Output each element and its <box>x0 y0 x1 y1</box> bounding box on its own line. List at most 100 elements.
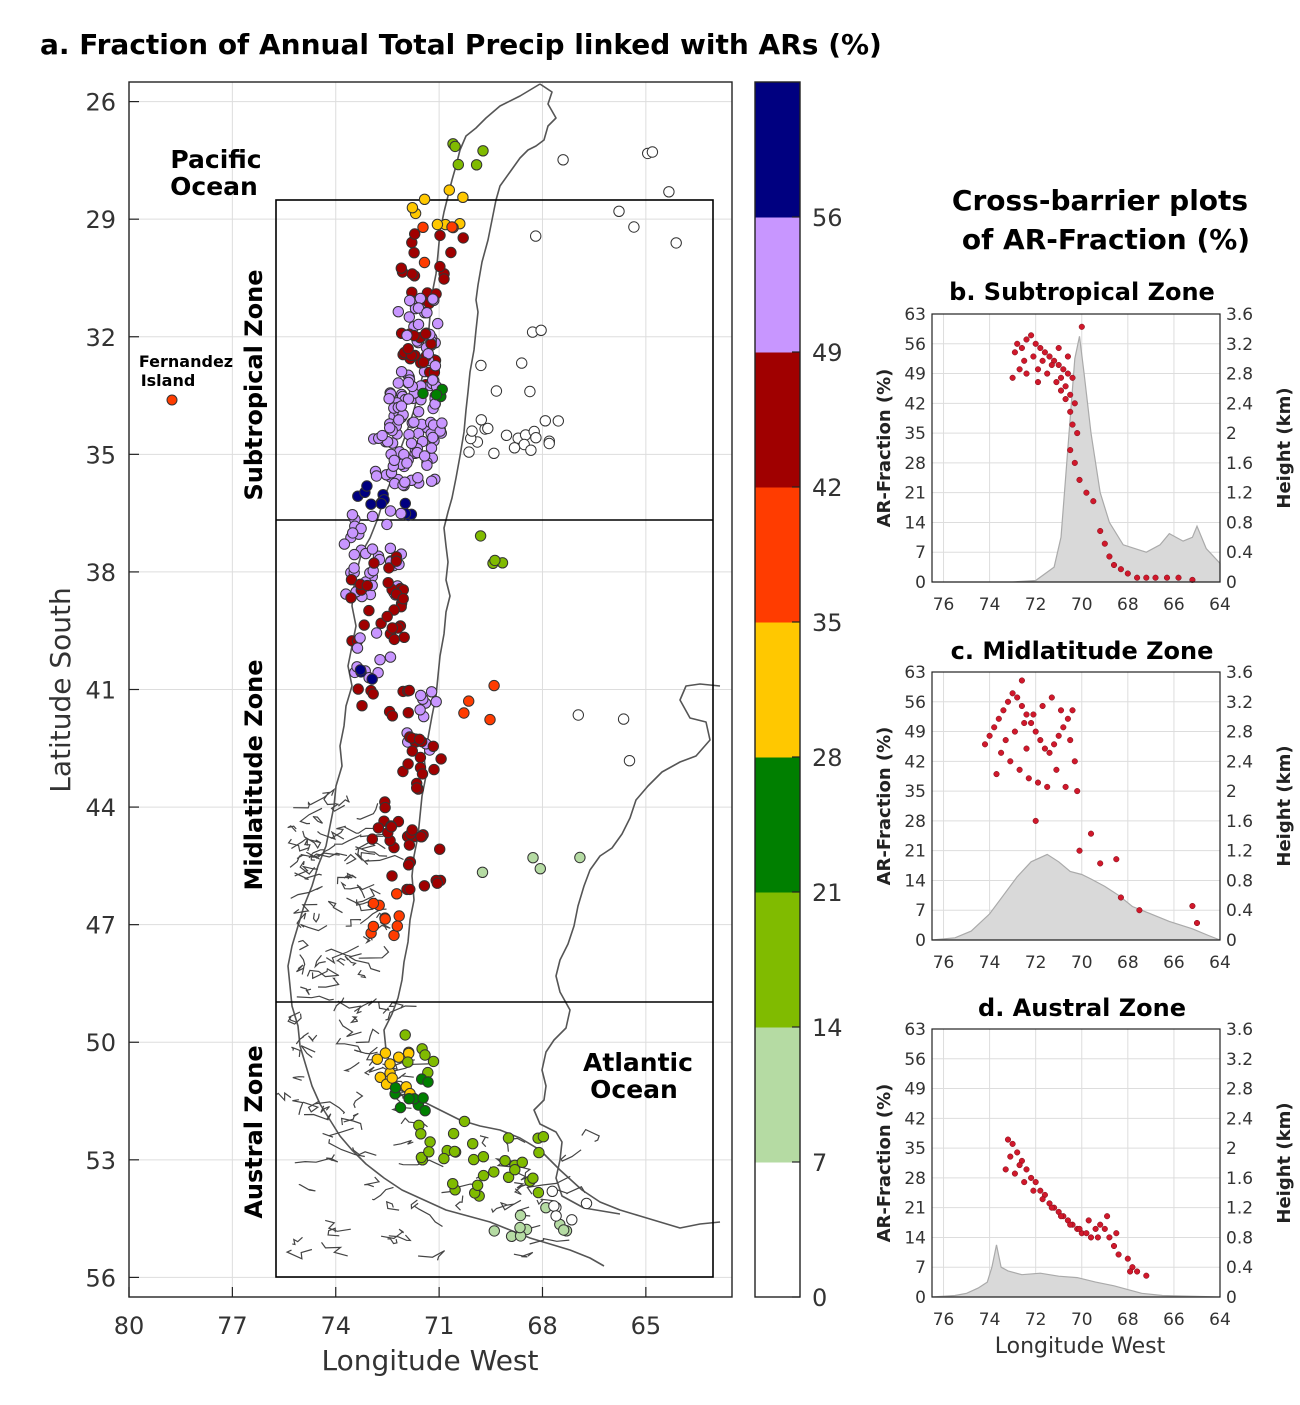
fjord-segment <box>287 1013 302 1025</box>
fjord-segment <box>314 954 326 969</box>
station-marker <box>402 1056 414 1068</box>
station-marker <box>402 859 415 871</box>
ar-fraction-point <box>1048 361 1055 369</box>
station-marker <box>402 707 414 719</box>
station-marker <box>430 389 443 401</box>
station-marker <box>370 627 383 639</box>
ar-fraction-point <box>1113 856 1120 863</box>
fjord-segment <box>276 1091 292 1102</box>
panel-ylabel-right: Height (km) <box>1274 387 1295 508</box>
ar-fraction-point <box>1030 353 1037 360</box>
station-marker <box>499 1155 511 1167</box>
panel-frame <box>931 313 1221 583</box>
station-marker <box>381 610 393 623</box>
fjord-segment <box>418 1250 446 1261</box>
fjord-segment <box>353 1091 364 1109</box>
ar-fraction-point <box>1113 1230 1120 1237</box>
ar-fraction-point <box>995 715 1002 722</box>
ar-fraction-point <box>1055 361 1062 369</box>
fjord-segment <box>372 1186 394 1201</box>
station-marker <box>402 376 415 389</box>
ar-fraction-point <box>1023 336 1030 343</box>
panel-ytick-label: 7 <box>915 901 926 921</box>
station-marker <box>393 414 405 426</box>
station-marker <box>403 839 416 851</box>
map-ytick-label: 50 <box>85 1029 116 1057</box>
fjord-segment <box>526 1175 571 1195</box>
panel-y2tick-label: 1.6 <box>1226 454 1253 474</box>
fjord-segment <box>393 1139 414 1146</box>
station-marker <box>613 205 625 218</box>
colorbar-frame <box>754 81 801 1298</box>
ar-fraction-point <box>1062 783 1069 790</box>
fjord-segment <box>325 948 362 958</box>
ar-fraction-point <box>1152 574 1159 581</box>
station-marker <box>345 592 357 604</box>
station-marker <box>430 696 442 708</box>
ar-fraction-point <box>1030 711 1037 718</box>
ar-fraction-point <box>1062 396 1069 403</box>
ar-fraction-point <box>1007 758 1014 765</box>
panel-y2tick-label: 2.8 <box>1226 723 1253 743</box>
station-marker <box>566 1214 578 1226</box>
station-marker <box>646 146 659 158</box>
pacific-ocean-label-1: Pacific <box>170 145 261 174</box>
station-marker <box>475 359 487 372</box>
station-marker <box>399 1029 411 1041</box>
station-marker <box>574 851 586 864</box>
station-marker <box>537 1131 550 1143</box>
ar-fraction-point <box>1011 728 1018 735</box>
map-ytick-label: 41 <box>85 677 116 705</box>
station-marker <box>348 562 360 574</box>
station-marker <box>412 318 425 331</box>
station-marker <box>420 328 432 340</box>
fjord-segment <box>400 1117 428 1128</box>
colorbar-tick-label: 35 <box>812 609 843 637</box>
fjord-segment <box>312 815 323 824</box>
ar-fraction-point <box>1032 1179 1039 1186</box>
station-marker <box>381 518 393 531</box>
panel-ytick-label: 63 <box>904 1020 926 1040</box>
station-marker <box>580 1197 593 1210</box>
fjord-segment <box>380 1228 404 1240</box>
fjord-segment <box>343 1061 360 1072</box>
ar-fraction-point <box>1032 340 1039 347</box>
fjord-segment <box>357 848 369 866</box>
ar-fraction-point <box>1143 1272 1150 1279</box>
panel-y2tick-label: 1.6 <box>1226 1169 1253 1189</box>
map-xtick-label: 77 <box>217 1312 248 1340</box>
station-marker <box>414 292 427 305</box>
colorbar-swatch <box>755 487 800 623</box>
fjord-segment <box>344 955 357 966</box>
station-marker <box>425 442 438 454</box>
panel-ytick-label: 28 <box>904 812 926 832</box>
station-marker <box>366 543 379 555</box>
station-marker <box>427 740 439 752</box>
station-marker <box>535 324 547 336</box>
panel-y2tick-label: 2 <box>1226 424 1237 444</box>
ar-fraction-point <box>1115 1251 1122 1258</box>
station-marker <box>449 140 461 153</box>
ar-fraction-point <box>1057 387 1065 394</box>
ar-fraction-point <box>1060 366 1067 373</box>
colorbar-tick-label: 49 <box>812 339 843 367</box>
fjord-coastline <box>276 787 600 1261</box>
colorbar-tick-label: 42 <box>812 474 843 502</box>
ar-fraction-point <box>1071 459 1078 466</box>
station-marker <box>421 459 433 471</box>
panel-xtick-label: 66 <box>1163 595 1185 615</box>
station-marker <box>347 527 359 539</box>
fjord-segment <box>294 872 322 880</box>
station-marker <box>470 159 483 171</box>
ar-fraction-point <box>1124 570 1131 577</box>
zone-label-midlatitude: Midlatitude Zone <box>240 659 268 890</box>
ar-fraction-point <box>1014 1149 1021 1156</box>
panel-ytick-label: 49 <box>904 365 926 385</box>
station-marker <box>527 1172 539 1184</box>
panel-y2tick-label: 3.6 <box>1226 663 1253 683</box>
station-marker <box>670 237 682 249</box>
ar-fraction-point <box>1048 1204 1055 1211</box>
panel-y2tick-label: 1.2 <box>1226 842 1253 862</box>
